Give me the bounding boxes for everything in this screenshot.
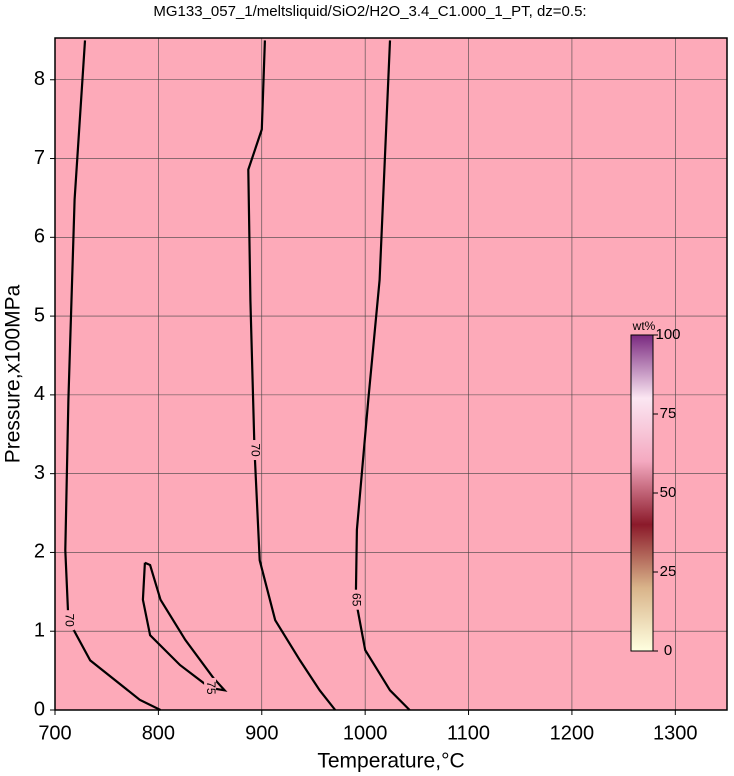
x-tick-label: 1300 <box>653 722 698 744</box>
y-tick-label: 4 <box>34 383 45 405</box>
contour-line <box>354 40 411 711</box>
y-tick-label: 8 <box>34 68 45 90</box>
contour-label: 70 <box>248 443 262 457</box>
y-tick-label: 7 <box>34 147 45 169</box>
colorbar-tick-label: 100 <box>655 326 680 343</box>
contour-line <box>141 561 228 692</box>
y-tick-label: 0 <box>34 698 45 720</box>
colorbar-tick-label: 25 <box>660 563 677 580</box>
contour-label: 65 <box>350 593 364 607</box>
colorbar-tick-label: 0 <box>664 642 672 659</box>
contour-label-bg <box>204 677 217 698</box>
x-tick-label: 1200 <box>550 722 595 744</box>
colorbar-tick-label: 75 <box>660 405 677 422</box>
contour-label-bg <box>62 610 75 631</box>
x-axis-label: Temperature,°C <box>317 750 464 773</box>
plot-frame <box>54 37 728 711</box>
x-tick-label: 800 <box>142 722 175 744</box>
colorbar <box>630 334 654 652</box>
plot-area <box>55 38 727 710</box>
x-tick-label: 1000 <box>343 722 388 744</box>
y-tick-label: 5 <box>34 304 45 326</box>
y-tick-label: 6 <box>34 226 45 248</box>
contour-line <box>247 40 337 711</box>
contour-label: 70 <box>62 614 76 628</box>
colorbar-label: wt% <box>632 319 656 333</box>
y-tick-label: 1 <box>34 620 45 642</box>
contour-line <box>64 40 161 711</box>
y-tick-label: 3 <box>34 462 45 484</box>
contour-label-bg <box>349 589 362 610</box>
y-tick-label: 2 <box>34 541 45 563</box>
x-tick-label: 900 <box>245 722 278 744</box>
contour-label-bg <box>248 440 261 461</box>
y-axis-label: Pressure,x100MPa <box>2 284 25 463</box>
contour-label: 75 <box>204 681 218 695</box>
x-tick-label: 1100 <box>447 722 490 744</box>
chart-title: MG133_057_1/meltsliquid/SiO2/H2O_3.4_C1.… <box>153 3 586 20</box>
colorbar-tick-label: 50 <box>660 484 677 501</box>
x-tick-label: 700 <box>38 722 71 744</box>
